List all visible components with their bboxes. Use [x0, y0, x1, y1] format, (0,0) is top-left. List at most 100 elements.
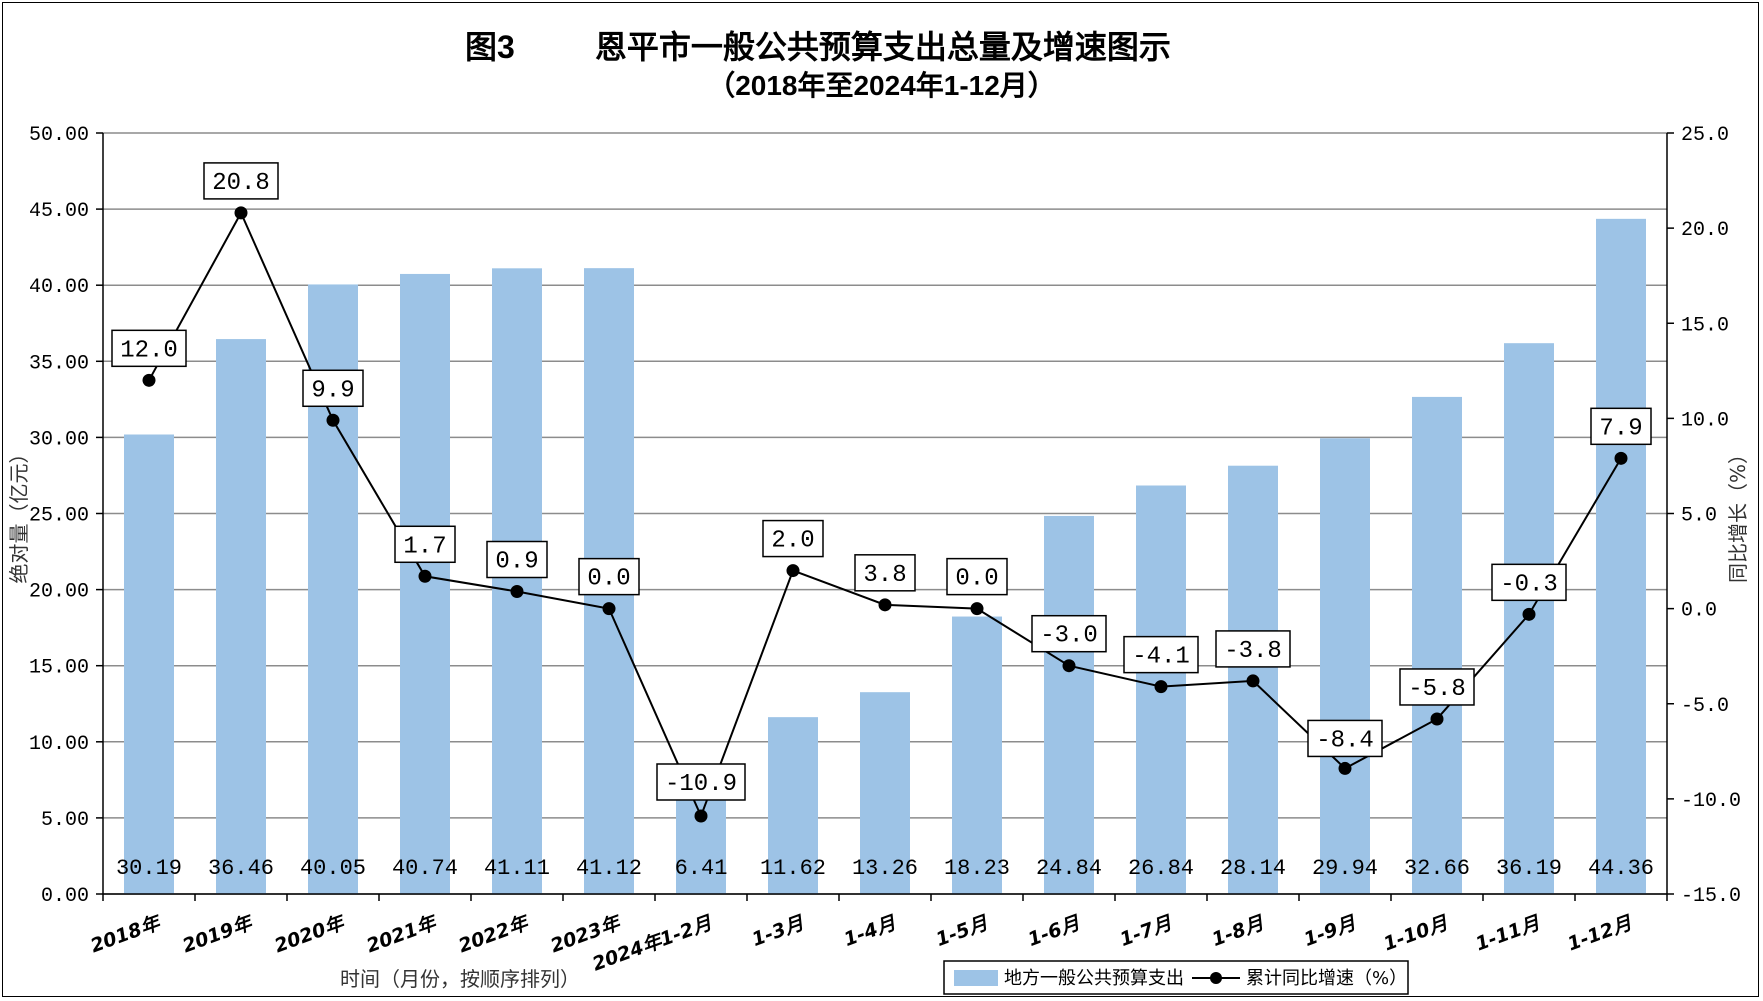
- bar-value-label: 30.19: [116, 856, 182, 881]
- legend-line-marker: [1210, 972, 1222, 984]
- growth-label-box: [203, 162, 279, 200]
- growth-label-box: [656, 763, 746, 801]
- growth-label: 1.7: [403, 533, 446, 560]
- y-right-tick-label: 5.0: [1681, 505, 1717, 528]
- y-left-tick-label: 35.00: [29, 352, 89, 375]
- growth-label: -4.1: [1132, 644, 1190, 671]
- chart-title: 图3 恩平市一般公共预算支出总量及增速图示: [465, 22, 1171, 68]
- bar: [1412, 396, 1462, 894]
- bar: [400, 273, 450, 894]
- growth-label-box: [1399, 668, 1475, 706]
- bar-value-label: 24.84: [1036, 856, 1102, 881]
- x-tick-label: 1-12月: [1565, 912, 1636, 956]
- growth-label: 20.8: [212, 170, 270, 197]
- bar-value-label: 40.05: [300, 856, 366, 881]
- legend-bar-label: 地方一般公共预算支出: [1004, 968, 1184, 989]
- bar: [860, 692, 910, 894]
- growth-label: -8.4: [1316, 727, 1374, 754]
- growth-point: [1154, 680, 1168, 694]
- growth-label-box: [1307, 719, 1383, 758]
- bar-value-label: 41.11: [484, 856, 550, 881]
- y-left-tick-label: 50.00: [29, 124, 89, 147]
- legend-line-label: 累计同比增速（%）: [1246, 968, 1407, 989]
- y-left-tick-label: 25.00: [29, 505, 89, 528]
- growth-label: 12.0: [120, 337, 178, 364]
- bar: [1320, 438, 1370, 894]
- bar-value-label: 11.62: [760, 856, 826, 881]
- x-tick-label: 1-5月: [933, 912, 992, 951]
- title-main: 恩平市一般公共预算支出总量及增速图示: [594, 29, 1171, 65]
- x-tick-label: 1-8月: [1209, 912, 1268, 951]
- growth-point: [786, 564, 800, 578]
- bar-value-label: 36.19: [1496, 856, 1562, 881]
- growth-label: -3.8: [1224, 638, 1282, 665]
- growth-label-box: [486, 540, 548, 579]
- growth-label: 3.8: [863, 562, 906, 589]
- x-axis-title: 时间（月份，按顺序排列）: [340, 967, 580, 991]
- growth-point: [326, 413, 340, 427]
- growth-label: 9.9: [311, 377, 354, 404]
- growth-point: [510, 585, 524, 599]
- growth-point: [142, 373, 156, 387]
- y-left-tick-label: 10.00: [29, 733, 89, 756]
- bar: [216, 339, 266, 894]
- growth-label-box: [111, 329, 187, 368]
- growth-label-box: [854, 554, 916, 592]
- bar: [768, 717, 818, 894]
- chart-subtitle: （2018年至2024年1-12月）: [707, 70, 1056, 101]
- bar-value-label: 13.26: [852, 856, 918, 881]
- growth-label-box: [1031, 614, 1107, 653]
- x-tick-label: 1-7月: [1117, 912, 1176, 951]
- bar-value-label: 6.41: [675, 856, 728, 881]
- x-tick-label: 1-6月: [1025, 912, 1084, 951]
- y-left-tick-label: 0.00: [41, 885, 89, 908]
- bar: [492, 268, 542, 894]
- growth-label-box: [1215, 630, 1291, 668]
- y-right-tick-label: -15.0: [1681, 885, 1741, 908]
- legend-box: [943, 960, 1409, 995]
- growth-label: 0.9: [495, 549, 538, 576]
- legend: 地方一般公共预算支出 累计同比增速（%）: [943, 960, 1409, 995]
- growth-label: 0.0: [955, 566, 998, 593]
- bar: [1044, 515, 1094, 894]
- x-tick-label: 1-9月: [1301, 912, 1360, 951]
- bar-value-label: 41.12: [576, 856, 642, 881]
- growth-point: [694, 809, 708, 823]
- growth-label-box: [1491, 563, 1567, 602]
- bar-value-label: 44.36: [1588, 856, 1654, 881]
- growth-label-box: [394, 525, 456, 564]
- y-left-tick-label: 30.00: [29, 428, 89, 451]
- growth-point: [1246, 674, 1260, 688]
- y-left-tick-label: 45.00: [29, 200, 89, 223]
- growth-label: -5.8: [1408, 676, 1466, 703]
- x-tick-label: 2019年: [180, 911, 258, 957]
- growth-point: [1338, 761, 1352, 775]
- y-right-tick-label: 10.0: [1681, 409, 1729, 432]
- growth-label: 2.0: [771, 528, 814, 555]
- growth-point: [1430, 712, 1444, 726]
- y-left-tick-label: 15.00: [29, 657, 89, 680]
- growth-label-box: [1123, 635, 1199, 674]
- y-left-tick-label: 40.00: [29, 276, 89, 299]
- growth-label: -3.0: [1040, 623, 1098, 650]
- growth-point: [878, 598, 892, 612]
- bar: [952, 616, 1002, 894]
- x-tick-label: 1-4月: [841, 912, 900, 951]
- y-right-tick-label: 15.0: [1681, 314, 1729, 337]
- y-right-tick-label: 0.0: [1681, 600, 1717, 623]
- x-tick-label: 2018年: [88, 911, 166, 957]
- growth-point: [418, 569, 432, 583]
- y-left-axis-title: 绝对量（亿元）: [7, 444, 31, 584]
- x-tick-label: 2020年: [272, 911, 350, 957]
- growth-label: 7.9: [1599, 415, 1642, 442]
- bar: [124, 434, 174, 894]
- growth-label: -10.9: [665, 771, 737, 798]
- growth-label-box: [1590, 407, 1652, 446]
- x-tick-label: 2022年: [456, 911, 534, 957]
- y-right-tick-label: 25.0: [1681, 124, 1729, 147]
- growth-label-box: [762, 519, 824, 558]
- bar-value-label: 18.23: [944, 856, 1010, 881]
- y-left-tick-label: 20.00: [29, 581, 89, 604]
- growth-point: [602, 602, 616, 616]
